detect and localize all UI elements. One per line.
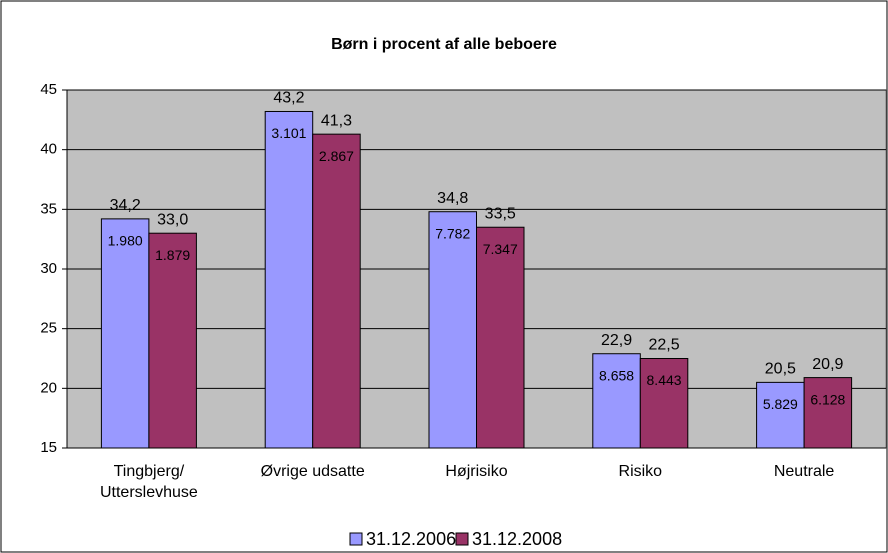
value-label: 43,2 xyxy=(273,90,304,107)
bar xyxy=(803,377,853,449)
value-label: 33,5 xyxy=(485,205,516,222)
legend-swatch xyxy=(349,532,363,546)
x-tick-label: Neutrale xyxy=(773,463,835,480)
value-label: 20,5 xyxy=(765,361,796,378)
value-label: 20,9 xyxy=(812,356,843,373)
legend-swatch xyxy=(455,532,469,546)
bar xyxy=(312,133,361,449)
value-label: 34,2 xyxy=(110,197,141,214)
value-label: 34,8 xyxy=(437,190,468,207)
bar xyxy=(148,232,197,449)
inner-label: 5.829 xyxy=(763,396,798,412)
inner-label: 7.782 xyxy=(435,225,470,241)
bar xyxy=(592,353,641,449)
x-tick-label: Højrisiko xyxy=(445,463,508,480)
inner-label: 8.443 xyxy=(647,372,682,388)
x-tick-label: Tingbjerg/ Utterslevhuse xyxy=(99,463,198,501)
chart-title: Børn i procent af alle beboere xyxy=(331,36,557,53)
inner-label: 2.867 xyxy=(319,148,354,164)
y-tick-label: 30 xyxy=(40,260,57,277)
value-label: 22,9 xyxy=(601,332,632,349)
bar xyxy=(428,211,477,449)
inner-label: 7.347 xyxy=(483,241,518,257)
y-tick-label: 35 xyxy=(40,200,57,217)
y-tick-label: 25 xyxy=(40,320,57,337)
bar xyxy=(639,358,689,449)
inner-label: 6.128 xyxy=(810,391,845,407)
legend-label: 31.12.2008 xyxy=(472,529,562,549)
x-tick-label: Risiko xyxy=(618,463,663,480)
bar xyxy=(264,110,314,449)
inner-label: 3.101 xyxy=(271,125,306,141)
value-label: 33,0 xyxy=(157,211,188,228)
value-label: 41,3 xyxy=(321,112,352,129)
bar xyxy=(476,226,525,449)
y-tick-label: 45 xyxy=(40,81,57,98)
y-tick-label: 15 xyxy=(40,439,57,456)
bar xyxy=(756,381,805,449)
legend-label: 31.12.2006 xyxy=(366,529,456,549)
y-tick-label: 40 xyxy=(40,141,57,158)
inner-label: 1.879 xyxy=(155,247,190,263)
inner-label: 8.658 xyxy=(599,367,634,383)
x-tick-label: Øvrige udsatte xyxy=(260,463,365,480)
inner-label: 1.980 xyxy=(108,233,143,249)
y-tick-label: 20 xyxy=(40,379,57,396)
value-label: 22,5 xyxy=(648,337,679,354)
bar xyxy=(100,218,150,449)
